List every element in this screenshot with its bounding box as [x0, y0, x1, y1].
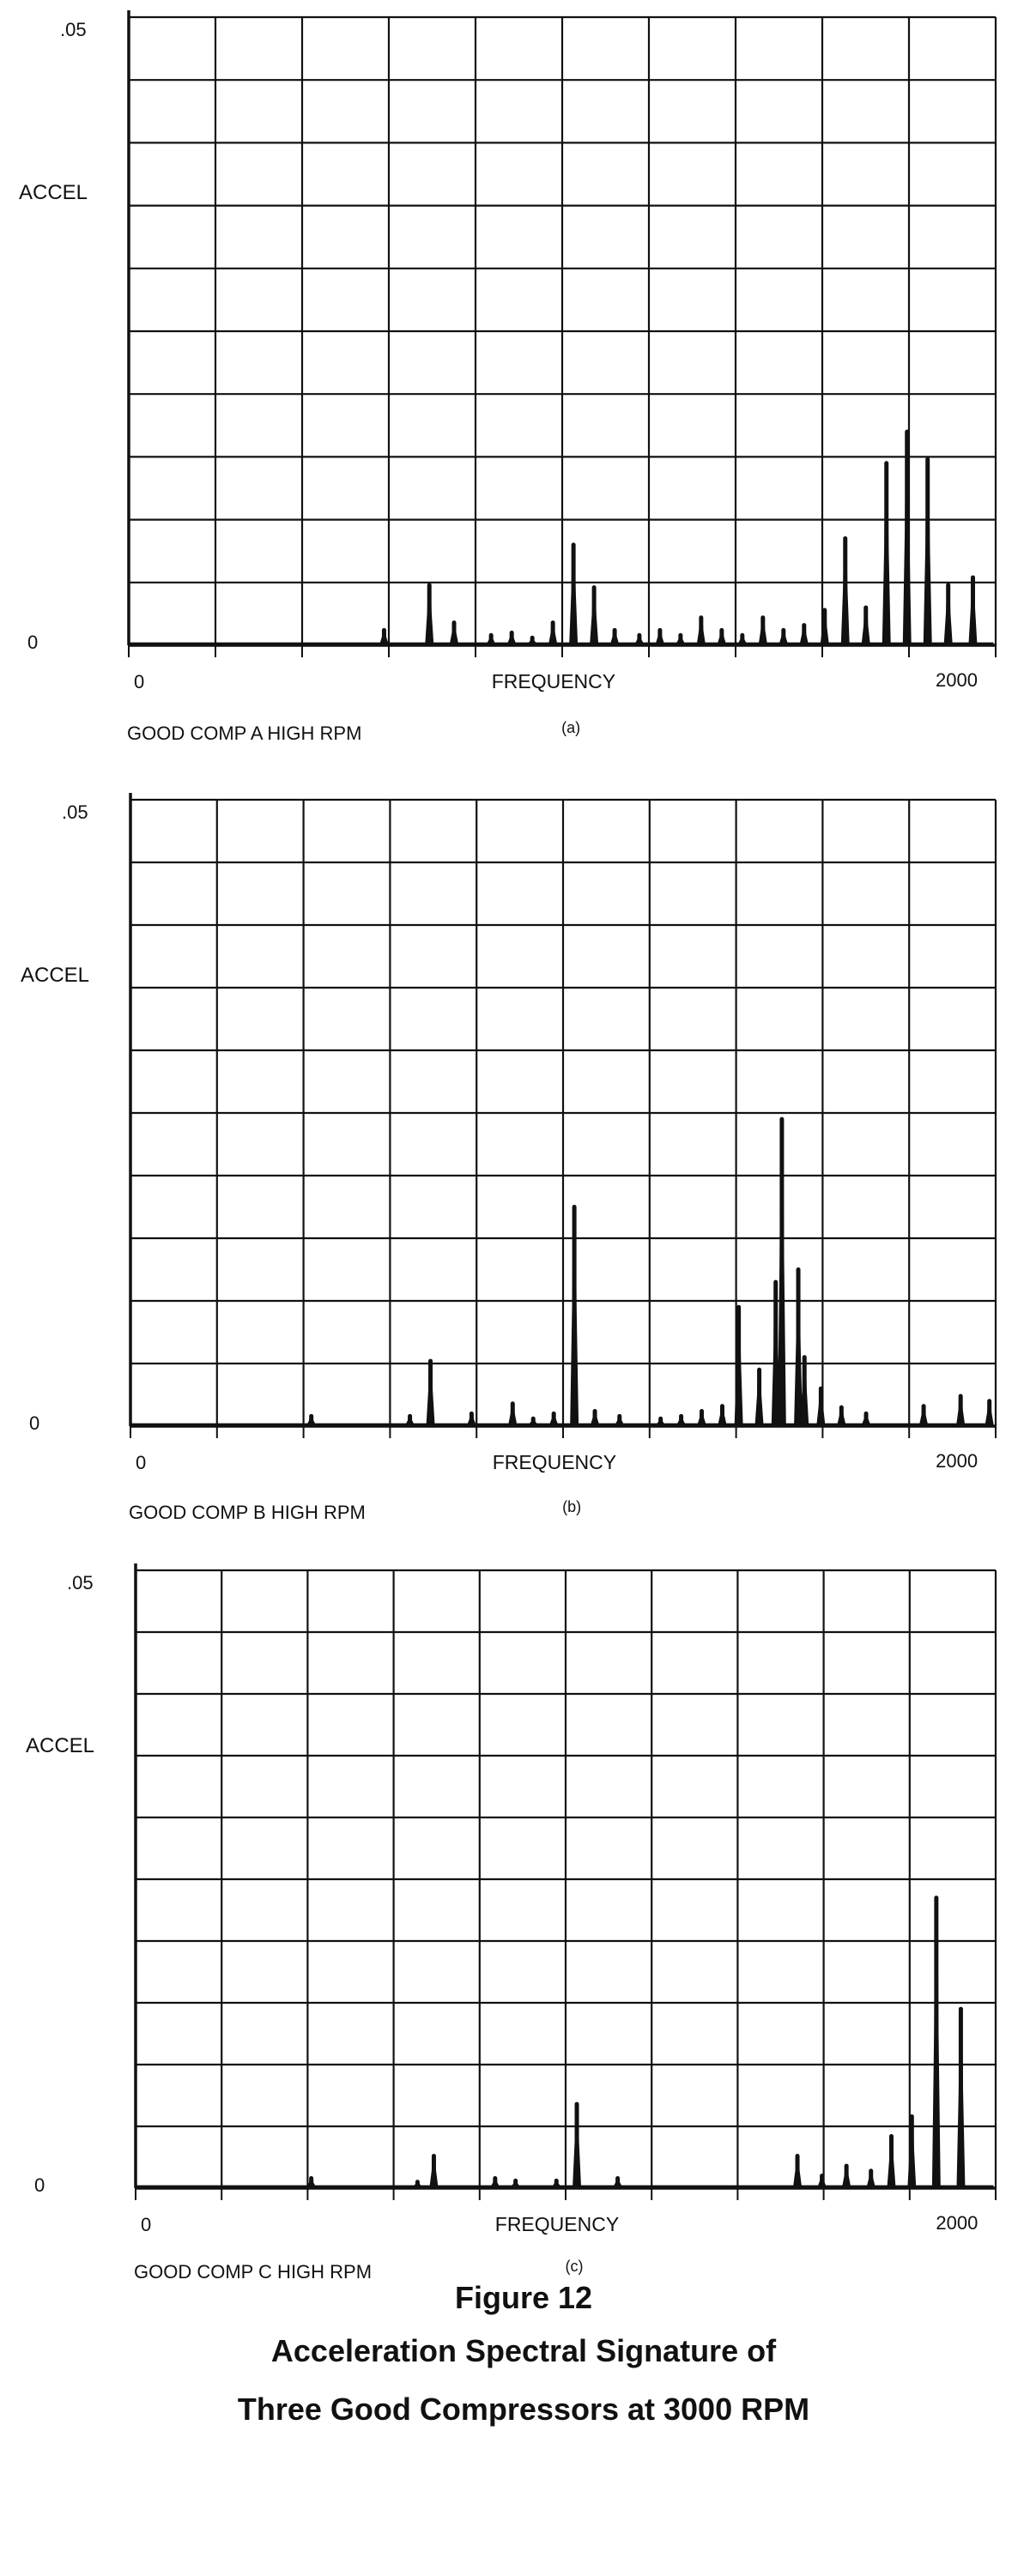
chart-title: GOOD COMP B HIGH RPM	[129, 1502, 366, 1523]
grid	[134, 1569, 997, 2190]
x-tick-label-max: 2000	[936, 1450, 978, 1472]
y-tick-label-zero: 0	[34, 2174, 45, 2196]
x-axis-label: FREQUENCY	[493, 1451, 616, 1473]
grid	[129, 798, 997, 1428]
y-tick-label-max: .05	[62, 801, 88, 823]
chart-panel: .05 ACCEL 0 0 FREQUENCY 2000 GOOD COMP B HIGH …	[21, 793, 997, 1523]
figure-title-line-2: Three Good Compressors at 3000 RPM	[238, 2392, 809, 2427]
y-tick-label-max: .05	[67, 1572, 94, 1593]
x-axis-label: FREQUENCY	[492, 670, 615, 692]
x-tick-label-zero: 0	[141, 2214, 151, 2235]
y-axis-label: ACCEL	[26, 1734, 94, 1757]
y-tick-label-max: .05	[60, 19, 87, 40]
spectrum-line	[130, 1117, 994, 1426]
x-axis-label: FREQUENCY	[495, 2213, 619, 2235]
chart-title: GOOD COMP C HIGH RPM	[134, 2261, 372, 2283]
chart-panel: .05 ACCEL 0 0 FREQUENCY 2000 GOOD COMP A HIGH …	[19, 10, 997, 744]
x-tick-label-zero: 0	[136, 1452, 146, 1473]
panel-label: (c)	[566, 2258, 584, 2275]
x-tick-label-max: 2000	[936, 669, 978, 691]
chart-panel: .05 ACCEL 0 0 FREQUENCY 2000 GOOD COMP C HIGH …	[26, 1563, 997, 2283]
panel-label: (b)	[562, 1498, 581, 1515]
figure-title-line-1: Acceleration Spectral Signature of	[271, 2333, 777, 2368]
grid	[127, 15, 997, 647]
y-axis-label: ACCEL	[19, 181, 88, 204]
y-tick-label-zero: 0	[27, 632, 38, 653]
y-tick-label-zero: 0	[29, 1412, 39, 1434]
x-tick-label-zero: 0	[134, 671, 144, 692]
chart-title: GOOD COMP A HIGH RPM	[127, 723, 361, 744]
panel-label: (a)	[561, 719, 580, 736]
x-tick-label-max: 2000	[936, 2212, 978, 2234]
y-axis-label: ACCEL	[21, 964, 89, 987]
figure-number: Figure 12	[455, 2280, 592, 2315]
